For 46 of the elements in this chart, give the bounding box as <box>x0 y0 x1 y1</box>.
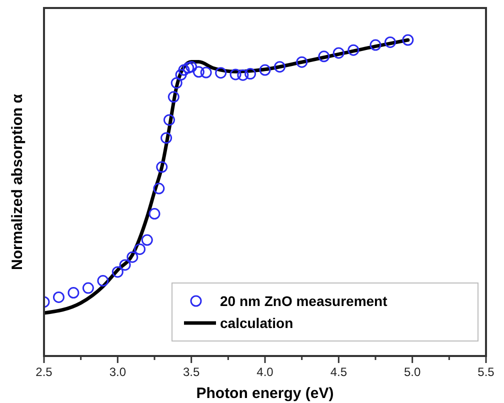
x-tick-label: 3.0 <box>109 365 126 379</box>
point <box>332 47 344 59</box>
x-axis-title: Photon energy (eV) <box>196 385 334 402</box>
point <box>68 287 80 299</box>
point <box>168 91 180 103</box>
x-tick-label: 5.0 <box>404 365 421 379</box>
x-tick-label: 4.5 <box>330 365 348 379</box>
point <box>296 56 308 68</box>
point <box>148 208 160 220</box>
point <box>370 39 382 51</box>
legend-label: calculation <box>220 315 294 331</box>
point <box>112 266 124 278</box>
point <box>153 182 165 194</box>
point <box>178 64 190 76</box>
point <box>160 132 172 144</box>
point <box>97 275 109 287</box>
x-tick-label: 5.5 <box>478 365 495 379</box>
point <box>186 61 198 73</box>
point <box>119 259 131 271</box>
point <box>244 68 256 80</box>
point <box>126 251 138 263</box>
point <box>175 69 187 81</box>
point <box>230 68 242 80</box>
point <box>134 243 146 255</box>
x-tick-label: 4.0 <box>256 365 274 379</box>
point <box>402 34 414 46</box>
point <box>348 44 360 56</box>
point <box>170 77 182 89</box>
point <box>318 50 330 62</box>
point <box>237 69 249 81</box>
point <box>274 61 286 73</box>
x-tick-label: 2.5 <box>36 365 53 379</box>
point <box>52 291 64 303</box>
point <box>215 67 227 79</box>
point <box>82 282 94 294</box>
point <box>192 66 204 78</box>
point <box>156 161 168 173</box>
point <box>141 234 153 246</box>
point <box>163 114 175 126</box>
x-tick-label: 3.5 <box>182 365 200 379</box>
point <box>182 62 194 74</box>
legend-label: 20 nm ZnO measurement <box>220 293 388 309</box>
point <box>384 36 396 48</box>
point <box>259 64 271 76</box>
point <box>200 66 212 78</box>
y-axis-title: Normalized absorption α <box>9 93 26 270</box>
